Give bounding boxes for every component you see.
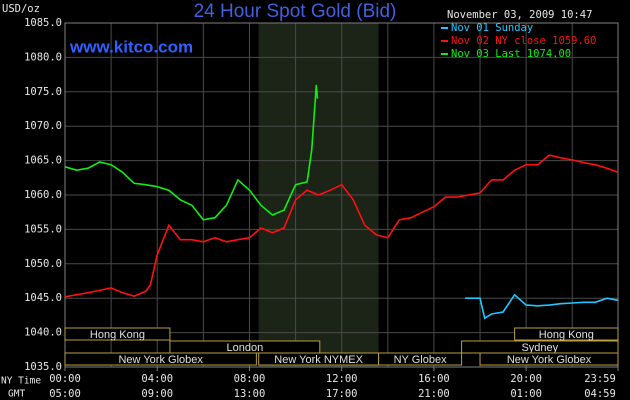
y-tick-label: 1075.0 — [24, 86, 62, 98]
x-tick-label: 04:00 — [141, 373, 173, 385]
x-tick-label-gmt: 09:00 — [141, 388, 173, 400]
price-line — [465, 293, 619, 320]
x-tick-label-gmt: 17:00 — [326, 388, 358, 400]
x-tick-label: 16:00 — [418, 373, 450, 385]
timestamp: November 03, 2009 10:47 — [447, 9, 592, 21]
session-box — [378, 352, 463, 366]
site: www.kitco.com — [69, 37, 193, 56]
session-label: London — [226, 342, 263, 354]
x-tick-label-gmt: 04:59 — [584, 388, 616, 400]
session-box — [64, 352, 257, 366]
session-label: New York Globex — [118, 354, 203, 366]
session-label: New York Globex — [507, 354, 592, 366]
x-axis-label: NY Time — [1, 376, 41, 387]
y-unit: USD/oz — [2, 3, 40, 15]
y-tick-label: 1070.0 — [24, 120, 62, 132]
x-tick-label: 23:59 — [584, 373, 616, 385]
y-tick-label: 1035.0 — [24, 361, 62, 373]
session-label: NY Globex — [394, 354, 447, 366]
session-box — [514, 327, 619, 341]
line-layer — [64, 84, 619, 320]
y-tick-label: 1085.0 — [24, 17, 62, 29]
y-tick-label: 1050.0 — [24, 258, 62, 270]
session-box — [64, 327, 171, 341]
legend-label: Nov 02 NY close 1059.60 — [451, 35, 596, 47]
session-label: New York NYMEX — [274, 354, 363, 366]
x-axis-label: GMT — [8, 389, 25, 400]
y-tick-label: 1045.0 — [24, 292, 62, 304]
session-label: Hong Kong — [90, 329, 145, 341]
x-tick-label: 00:00 — [49, 373, 81, 385]
y-tick-label: 1065.0 — [24, 155, 62, 167]
session-label: Sydney — [521, 342, 558, 354]
y-tick-label: 1055.0 — [24, 223, 62, 235]
session-box — [479, 352, 619, 366]
label-layer: 1035.0 1040.0 1045.0 1050.0 1055.0 1060.0 1065… — [24, 17, 619, 400]
legend-label: Nov 03 Last 1074.00 — [451, 48, 571, 60]
session-label: Hong Kong — [539, 329, 594, 341]
price-line — [64, 154, 619, 298]
price-line — [64, 84, 319, 221]
chart-title: 24 Hour Spot Gold (Bid) — [194, 1, 397, 22]
y-tick-label: 1080.0 — [24, 51, 62, 63]
y-tick-label: 1040.0 — [24, 327, 62, 339]
x-tick-label-gmt: 13:00 — [234, 388, 266, 400]
x-tick-label-gmt: 05:00 — [49, 388, 81, 400]
x-tick-label: 08:00 — [234, 373, 266, 385]
x-tick-label-gmt: 21:00 — [418, 388, 450, 400]
x-tick-label: 20:00 — [510, 373, 542, 385]
x-tick-label-gmt: 01:00 — [510, 388, 542, 400]
y-tick-label: 1060.0 — [24, 189, 62, 201]
x-tick-label: 12:00 — [326, 373, 358, 385]
legend-label: Nov 01 Sunday — [451, 22, 533, 34]
